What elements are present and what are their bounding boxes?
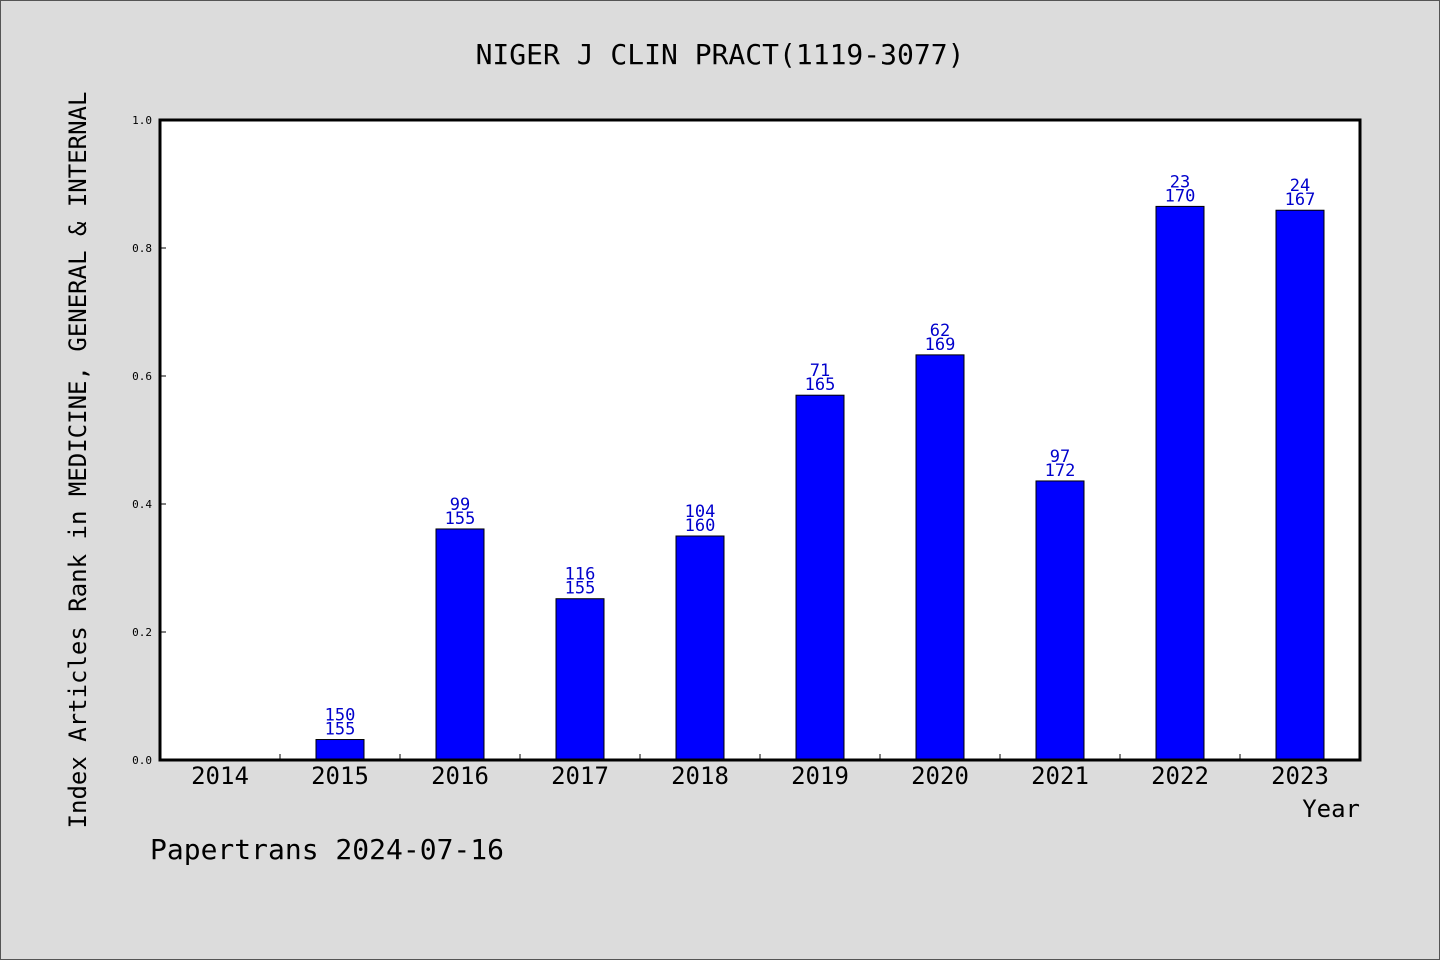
bar[interactable] — [435, 528, 485, 761]
bar[interactable] — [795, 394, 845, 761]
bar-total-label: 160 — [685, 516, 716, 536]
y-tick-label: 0.6 — [132, 370, 152, 383]
x-tick-label: 2017 — [551, 762, 609, 790]
x-tick-label: 2021 — [1031, 762, 1089, 790]
bar[interactable] — [1155, 205, 1205, 761]
bar[interactable] — [315, 739, 365, 761]
y-tick-label: 0.8 — [132, 242, 152, 255]
x-axis-label: Year — [1302, 795, 1360, 823]
x-tick-label: 2019 — [791, 762, 849, 790]
chart-title: NIGER J CLIN PRACT(1119-3077) — [476, 38, 965, 71]
bar-total-label: 172 — [1045, 461, 1076, 481]
x-tick-label: 2015 — [311, 762, 369, 790]
bar-total-label: 155 — [445, 509, 476, 529]
plot-area: 0.00.20.40.60.81.02014150155201599155201… — [132, 114, 1362, 790]
bar[interactable] — [915, 354, 965, 761]
bar-total-label: 169 — [925, 335, 956, 355]
y-axis-label: Index Articles Rank in MEDICINE, GENERAL… — [64, 92, 92, 829]
x-tick-label: 2023 — [1271, 762, 1329, 790]
y-tick-label: 0.4 — [132, 498, 152, 511]
x-tick-label: 2022 — [1151, 762, 1209, 790]
bar-total-label: 170 — [1165, 186, 1196, 206]
y-tick-label: 0.2 — [132, 626, 152, 639]
bar-rank-label: 97 — [1050, 447, 1070, 467]
bar-rank-label: 71 — [810, 361, 830, 381]
bar-rank-label: 24 — [1290, 176, 1310, 196]
y-tick-label: 0.0 — [132, 754, 152, 767]
bar-rank-label: 150 — [325, 706, 356, 726]
x-tick-label: 2016 — [431, 762, 489, 790]
bar-total-label: 167 — [1285, 190, 1316, 210]
x-tick-label: 2018 — [671, 762, 729, 790]
bar-rank-label: 116 — [565, 565, 596, 585]
bar-total-label: 155 — [325, 720, 356, 740]
bar-rank-label: 104 — [685, 502, 716, 522]
bar[interactable] — [1275, 209, 1325, 761]
bar-rank-label: 23 — [1170, 172, 1190, 192]
y-tick-label: 1.0 — [132, 114, 152, 127]
bar[interactable] — [675, 535, 725, 761]
bar-total-label: 155 — [565, 579, 596, 599]
bar-rank-label: 62 — [930, 321, 950, 341]
bar-total-label: 165 — [805, 375, 836, 395]
bar[interactable] — [555, 598, 605, 761]
footer-credit: Papertrans 2024-07-16 — [150, 833, 505, 866]
bar-rank-label: 99 — [450, 495, 470, 515]
x-tick-label: 2020 — [911, 762, 969, 790]
x-tick-label: 2014 — [191, 762, 249, 790]
plot-border — [158, 118, 1362, 762]
bar[interactable] — [1035, 480, 1085, 761]
